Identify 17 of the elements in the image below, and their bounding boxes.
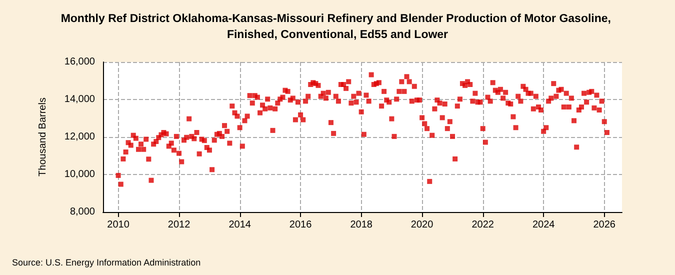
x-tick-label: 2016: [289, 220, 312, 230]
x-tick-label: 2012: [168, 220, 191, 230]
x-tick-label: 2014: [228, 220, 252, 230]
y-tick-label: 8,000: [70, 206, 96, 218]
x-tick-label: 2024: [532, 220, 556, 230]
x-tick-label: 2022: [472, 220, 494, 230]
x-tick-label: 2018: [350, 220, 373, 230]
source-note: Source: U.S. Energy Information Administration: [12, 258, 201, 268]
y-tick-label: 12,000: [64, 132, 96, 142]
x-tick-label: 2026: [593, 220, 616, 230]
y-axis-title: Thousand Barrels: [38, 98, 48, 176]
chart-title: Monthly Ref District Oklahoma-Kansas-Missouri Refinery and Blender Production of Motor Gasoline, Finished, Conventional, Ed55 and Lower: [60, 13, 614, 41]
y-tick-label: 16,000: [64, 56, 96, 68]
x-tick-label: 2010: [107, 220, 130, 230]
y-tick-label: 14,000: [64, 94, 96, 105]
y-tick-label: 10,000: [64, 169, 96, 180]
x-tick-label: 2020: [410, 220, 434, 230]
